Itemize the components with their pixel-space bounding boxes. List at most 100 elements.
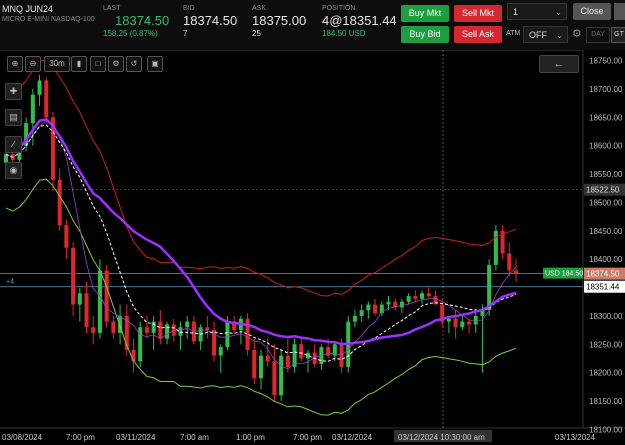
atm-select[interactable]: OFF ⌄ — [523, 26, 568, 43]
candle-body — [305, 352, 310, 359]
candle-body — [118, 315, 123, 333]
y-tick-label: 18150.00 — [589, 397, 623, 406]
price-chart[interactable]: 18750.00 18700.00 18650.00 18600.00 18550.00… — [0, 50, 625, 445]
x-crosshair-tag-bg — [394, 430, 492, 442]
close-menu-button[interactable] — [614, 3, 625, 20]
back-arrow-icon[interactable]: ← — [539, 55, 579, 73]
candle-body — [373, 304, 378, 314]
candle-body — [339, 344, 344, 367]
y-tick-label: 18550.00 — [589, 170, 623, 179]
candle-body — [493, 230, 498, 265]
candle-body — [399, 301, 404, 308]
candle-body — [185, 321, 190, 328]
position-avg-tag: 18351.44 — [586, 283, 620, 292]
candle-body — [91, 327, 96, 333]
close-position-button[interactable]: Close — [573, 3, 611, 20]
crosshair-select-icon[interactable]: □ — [90, 56, 106, 72]
tif-day-button[interactable]: DAY — [586, 27, 610, 43]
gear-icon[interactable]: ⚙ — [572, 28, 582, 40]
x-tick-label: 03/08/2024 — [2, 433, 43, 442]
candle-body — [138, 327, 143, 362]
layout-icon[interactable]: ▣ — [147, 56, 163, 72]
candle-body — [386, 301, 391, 305]
upper-band-line — [5, 59, 517, 297]
candle-body — [420, 293, 425, 299]
indicators-icon[interactable]: ↺ — [126, 56, 142, 72]
timeframe-button[interactable]: 30m — [44, 56, 70, 72]
candle-body — [37, 80, 42, 95]
position-qty-tag: +4 — [6, 279, 14, 286]
x-tick-label: 7:00 am — [180, 433, 209, 442]
instrument-description: MICRO E-MINI NASDAQ-100 — [2, 16, 95, 23]
chevron-down-icon: ⌄ — [555, 8, 562, 17]
sell-market-button[interactable]: Sell Mkt — [454, 5, 502, 22]
candle-body — [467, 321, 472, 325]
atm-label: ATM — [506, 30, 521, 37]
zoom-in-icon[interactable]: ⊕ — [7, 56, 23, 72]
candle-body — [104, 270, 109, 322]
candle-body — [252, 349, 257, 379]
candle-body — [84, 293, 89, 328]
lower-band-line — [5, 178, 517, 416]
bid-size: 7 — [183, 29, 188, 38]
notes-icon[interactable]: ▤ — [5, 109, 22, 126]
candle-body — [473, 315, 478, 325]
candle-body — [265, 355, 270, 362]
atm-value: OFF — [529, 30, 547, 40]
tif-gtc-button[interactable]: GT — [611, 27, 625, 43]
y-tick-label: 18250.00 — [589, 340, 623, 349]
bar-style-icon[interactable]: ▮ — [71, 56, 87, 72]
candle-body — [245, 318, 250, 350]
quantity-select[interactable]: 1 ⌄ — [507, 3, 567, 20]
last-price-tag: 18374.50 — [586, 270, 620, 279]
instrument-symbol[interactable]: MNQ JUN24 — [2, 4, 54, 14]
position-pnl: 184.50 USD — [322, 29, 366, 38]
candle-body — [446, 318, 451, 322]
mid-band-line — [5, 119, 517, 370]
y-tick-label: 18600.00 — [589, 142, 623, 151]
x-tick-label: 03/11/2024 — [116, 433, 156, 442]
candle-body — [292, 344, 297, 367]
settings-icon[interactable]: ⚙ — [108, 56, 124, 72]
y-tick-label: 18100.00 — [589, 425, 623, 434]
candle-body — [225, 321, 230, 348]
candle-body — [460, 321, 465, 328]
candle-body — [3, 154, 9, 163]
candle-body — [77, 293, 82, 305]
candle-body — [24, 123, 29, 146]
candle-body — [71, 247, 76, 305]
chevron-down-icon: ⌄ — [556, 31, 563, 40]
candle-body — [285, 355, 290, 367]
candle-body — [111, 321, 116, 333]
candle-body — [272, 361, 277, 396]
candle-body — [131, 349, 136, 362]
candle-body — [279, 355, 284, 396]
candle-body — [366, 304, 371, 311]
candle-body — [406, 296, 411, 302]
candle-body — [299, 344, 304, 359]
y-tick-label: 18450.00 — [589, 227, 623, 236]
candle-body — [453, 318, 458, 328]
y-tick-label: 18750.00 — [589, 57, 623, 66]
ask-label: ASK — [252, 5, 267, 12]
candle-body — [352, 315, 357, 322]
candle-body — [178, 327, 183, 336]
candle-body — [413, 296, 418, 299]
crosshair-icon[interactable]: ✚ — [5, 83, 22, 100]
last-price-tag-bg — [584, 267, 625, 280]
candle-body — [44, 80, 49, 118]
candle-body — [218, 347, 223, 356]
candle-body — [124, 315, 129, 350]
buy-bid-button[interactable]: Buy Bid — [401, 26, 449, 43]
line-tool-icon[interactable]: ∕ — [5, 136, 22, 153]
position-avg-tag-bg — [584, 280, 625, 293]
y-tick-label: 18300.00 — [589, 312, 623, 321]
candle-body — [258, 355, 264, 379]
zoom-out-icon[interactable]: ⊖ — [25, 56, 41, 72]
buy-market-button[interactable]: Buy Mkt — [401, 5, 449, 22]
lock-icon[interactable]: ◉ — [5, 162, 22, 179]
candle-body — [487, 264, 492, 311]
sell-ask-button[interactable]: Sell Ask — [454, 26, 502, 43]
bid-value: 18374.50 — [183, 13, 238, 28]
horizontal-line-price-tag-bg — [584, 183, 625, 196]
